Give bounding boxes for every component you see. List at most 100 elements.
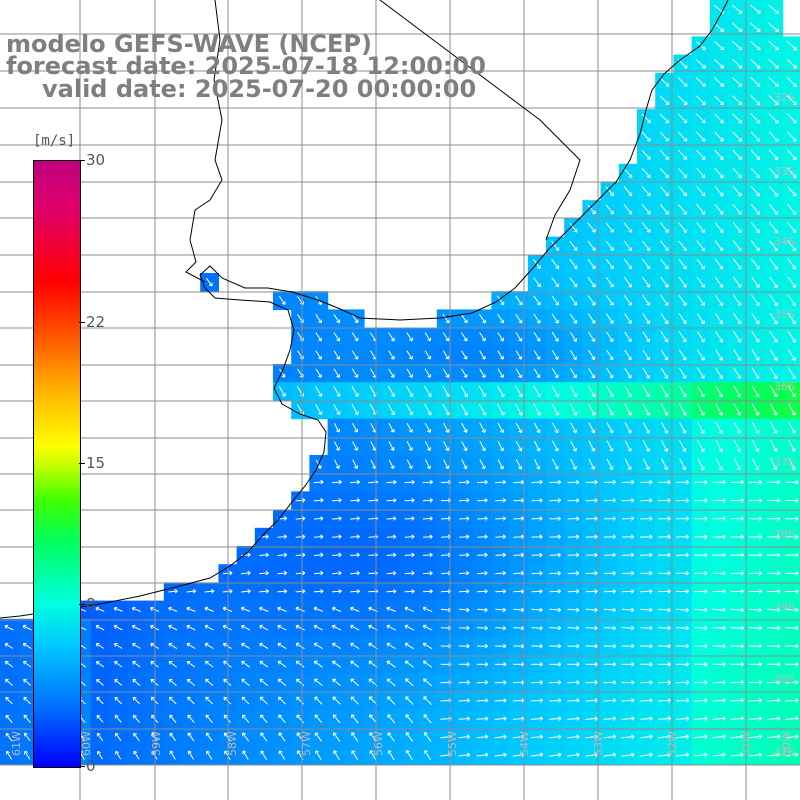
wind-arrow <box>497 332 504 342</box>
wind-arrow <box>569 313 578 324</box>
wind-arrow <box>713 22 725 32</box>
wind-arrow <box>422 624 433 631</box>
wind-arrow <box>458 643 470 649</box>
wind-arrow <box>767 570 781 576</box>
wind-arrow <box>388 422 395 433</box>
wind-arrow <box>315 386 323 397</box>
colorbar-tick-label: 0 <box>86 757 96 775</box>
wind-arrow <box>406 441 413 451</box>
wind-arrow <box>242 732 250 742</box>
wind-arrow <box>696 276 705 288</box>
wind-arrow <box>422 606 433 613</box>
wind-arrow <box>679 421 687 434</box>
wind-arrow <box>333 350 341 360</box>
wind-arrow <box>696 313 705 325</box>
wind-arrow <box>766 716 781 721</box>
wind-arrow <box>767 552 781 558</box>
wind-arrow <box>769 258 778 270</box>
wind-arrow <box>750 167 761 179</box>
wind-arrow <box>333 423 340 433</box>
wind-arrow <box>497 422 505 433</box>
wind-arrow <box>769 312 778 325</box>
wind-arrow <box>313 606 324 612</box>
wind-arrow <box>677 131 688 142</box>
wind-arrow <box>621 589 635 594</box>
colorbar-tick-label: 22 <box>86 312 106 331</box>
wind-arrow <box>205 732 213 742</box>
wind-arrow <box>676 643 690 649</box>
wind-arrow <box>459 607 470 613</box>
wind-arrow <box>513 534 525 539</box>
wind-arrow <box>677 95 688 105</box>
wind-arrow <box>187 714 195 723</box>
wind-arrow <box>730 625 744 631</box>
wind-arrow <box>495 552 506 558</box>
wind-arrow <box>587 313 596 324</box>
wind-arrow <box>186 588 197 594</box>
wind-arrow <box>696 349 705 361</box>
latitude-label: 37S <box>774 456 795 469</box>
wind-arrow <box>694 661 708 667</box>
wind-arrow <box>551 295 559 306</box>
wind-arrow <box>585 716 598 721</box>
wind-arrow <box>641 167 651 178</box>
wind-arrow <box>23 714 31 723</box>
wind-arrow <box>351 385 359 397</box>
wind-arrow <box>406 459 413 470</box>
wind-arrow <box>495 534 506 539</box>
wind-arrow <box>660 422 669 434</box>
wind-arrow <box>751 403 760 416</box>
wind-arrow <box>732 113 742 124</box>
wind-arrow <box>404 498 415 503</box>
wind-arrow <box>621 643 635 649</box>
wind-arrow <box>785 570 799 576</box>
wind-arrow <box>676 516 690 521</box>
wind-arrow <box>751 439 760 453</box>
wind-arrow <box>678 167 688 179</box>
wind-arrow <box>333 368 341 378</box>
wind-arrow <box>169 696 177 705</box>
wind-arrow <box>712 661 726 667</box>
wind-arrow <box>533 313 541 324</box>
wind-arrow <box>696 331 705 343</box>
wind-arrow <box>531 570 543 576</box>
coastline <box>0 0 729 619</box>
wind-arrow <box>748 734 763 739</box>
wind-arrow <box>95 606 105 612</box>
wind-arrow <box>694 607 708 613</box>
wind-arrow <box>676 752 690 758</box>
wind-arrow <box>732 204 742 215</box>
wind-arrow <box>641 149 651 160</box>
wind-arrow <box>333 732 341 742</box>
wind-arrow <box>331 516 342 521</box>
forecast-date: forecast date: 2025-07-18 12:00:00 <box>6 52 486 80</box>
wind-arrow <box>515 440 523 452</box>
wind-arrow <box>785 625 799 631</box>
wind-arrow <box>712 534 726 540</box>
wind-arrow <box>388 441 395 451</box>
wind-arrow <box>714 113 724 124</box>
wind-arrow <box>442 403 450 416</box>
wind-arrow <box>495 607 507 613</box>
wind-arrow <box>514 385 523 398</box>
wind-arrow <box>730 680 744 685</box>
wind-arrow <box>533 440 541 452</box>
wind-arrow <box>678 349 687 361</box>
wind-arrow <box>350 606 360 612</box>
wind-arrow <box>479 422 486 433</box>
wind-arrow <box>712 607 726 613</box>
wind-arrow <box>712 752 726 758</box>
wind-arrow <box>641 222 651 233</box>
wind-arrow <box>497 459 504 470</box>
wind-arrow <box>278 732 286 742</box>
wind-arrow <box>296 678 305 687</box>
wind-arrow <box>259 678 269 687</box>
wind-arrow <box>588 440 596 452</box>
wind-arrow <box>476 734 489 739</box>
wind-arrow <box>750 185 760 197</box>
wind-arrow <box>730 498 744 503</box>
wind-arrow <box>442 350 450 360</box>
wind-arrow <box>259 696 268 705</box>
wind-arrow <box>533 368 541 379</box>
